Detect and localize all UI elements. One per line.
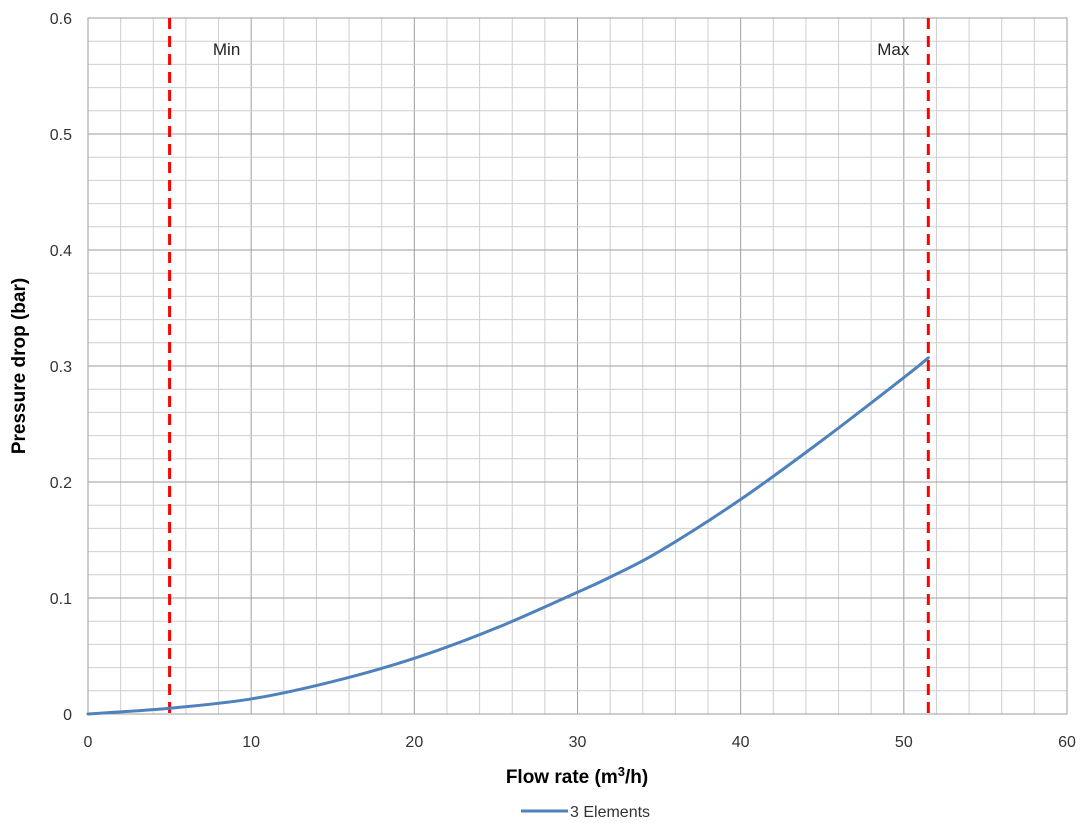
series-group (86, 356, 930, 716)
annotation-label-max: Max (877, 40, 910, 59)
plot-area-frame (87, 17, 1068, 715)
legend-label: 3 Elements (570, 804, 650, 821)
x-tick-label: 60 (1058, 734, 1076, 751)
y-axis-ticks: 0 0.1 0.2 0.3 0.4 0.5 0.6 (50, 11, 72, 724)
x-axis-title: Flow rate (m3/h) (506, 764, 648, 789)
x-tick-label: 40 (732, 734, 750, 751)
y-tick-label: 0.2 (50, 475, 72, 492)
x-axis-title-prefix: Flow rate (m (506, 767, 618, 788)
y-tick-label: 0.4 (50, 243, 72, 260)
legend: 3 Elements (521, 804, 650, 821)
y-tick-label: 0 (63, 707, 72, 724)
y-tick-label: 0.1 (50, 591, 72, 608)
reference-lines: Min Max (168, 18, 930, 714)
x-axis-title-superscript: 3 (618, 764, 625, 779)
y-tick-label: 0.3 (50, 359, 72, 376)
annotation-label-min: Min (213, 40, 240, 59)
x-tick-label: 20 (405, 734, 423, 751)
x-tick-label: 50 (895, 734, 913, 751)
x-tick-label: 10 (242, 734, 260, 751)
y-axis-title: Pressure drop (bar) (9, 278, 30, 454)
y-tick-label: 0.5 (50, 127, 72, 144)
y-tick-label: 0.6 (50, 11, 72, 28)
x-axis-ticks: 0 10 20 30 40 50 60 (84, 734, 1076, 751)
grid (87, 17, 1068, 715)
series-line-0 (86, 356, 930, 716)
x-tick-label: 0 (84, 734, 93, 751)
x-tick-label: 30 (569, 734, 587, 751)
x-axis-title-suffix: /h) (625, 767, 648, 788)
